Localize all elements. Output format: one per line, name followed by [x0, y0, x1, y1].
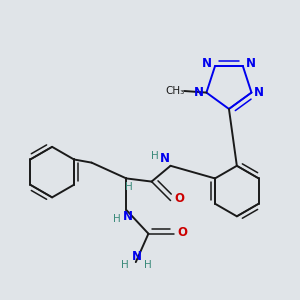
- Text: H: H: [113, 214, 121, 224]
- Text: N: N: [202, 57, 212, 70]
- Text: H: H: [121, 260, 129, 270]
- Text: O: O: [178, 226, 188, 238]
- Text: N: N: [254, 86, 264, 99]
- Text: N: N: [132, 250, 142, 263]
- Text: H: H: [152, 151, 159, 161]
- Text: N: N: [246, 57, 256, 70]
- Text: O: O: [174, 192, 184, 206]
- Text: H: H: [125, 182, 133, 192]
- Text: N: N: [123, 210, 133, 223]
- Text: N: N: [160, 152, 170, 165]
- Text: N: N: [194, 86, 203, 99]
- Text: CH₃: CH₃: [166, 86, 185, 96]
- Text: H: H: [144, 260, 152, 270]
